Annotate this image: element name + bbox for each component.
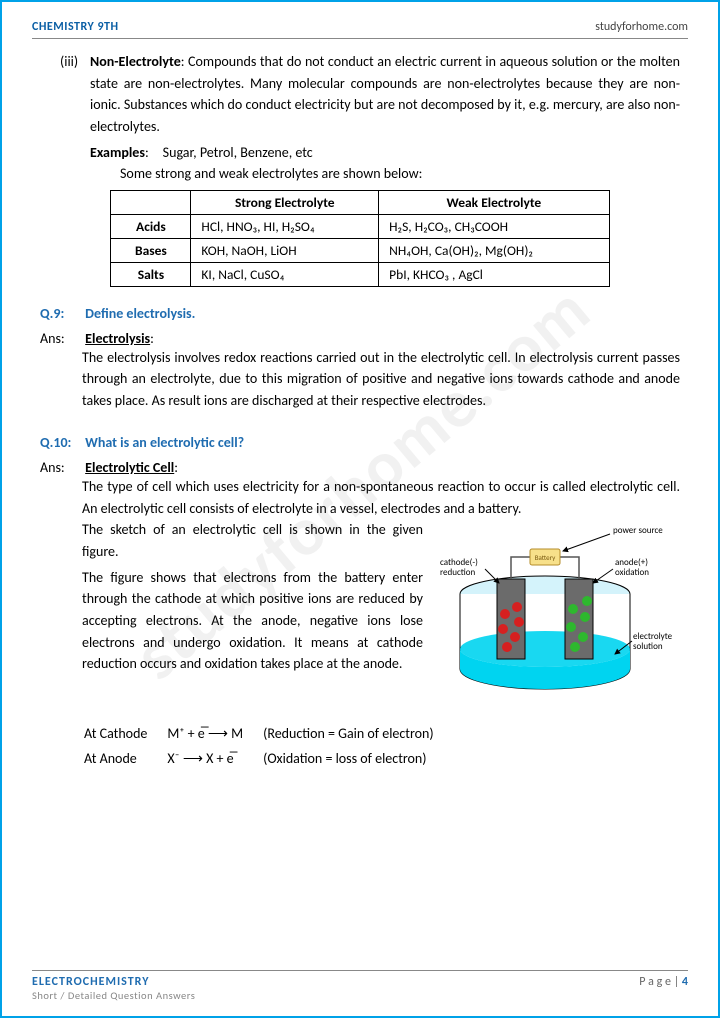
q10-ans-title: Electrolytic Cell [85, 459, 174, 476]
cell-acids-strong: HCl, HNO₃, HI, H₂SO₄ [191, 214, 379, 238]
eq-anode-label: At Anode [84, 747, 165, 770]
footer-left: ELECTROCHEMISTRY Short / Detailed Questi… [32, 975, 195, 1002]
electrolytic-cell-diagram: Battery power source cathode(-) reductio… [435, 519, 680, 704]
battery-label: Battery [535, 553, 556, 562]
row-label-salts: Salts [111, 262, 191, 286]
equation-table: At Cathode M⁺ + e̅ ⟶ M (Reduction = Gain… [82, 720, 454, 772]
row-label-bases: Bases [111, 238, 191, 262]
footer-title: ELECTROCHEMISTRY [32, 975, 195, 989]
q10-p3: The figure shows that electrons from the… [82, 567, 423, 675]
section-iii-text: Non-Electrolyte: Compounds that do not c… [90, 51, 680, 138]
table-header-weak: Weak Electrolyte [379, 190, 609, 214]
q10-p1: The type of cell which uses electricity … [82, 476, 680, 519]
page: studyforhome.com CHEMISTRY 9TH studyforh… [0, 0, 720, 1018]
q10-two-column: The sketch of an electrolytic cell is sh… [82, 519, 680, 708]
roman-numeral: (iii) [60, 51, 90, 138]
note-line: Some strong and weak electrolytes are sh… [120, 165, 680, 182]
page-content: (iii) Non-Electrolyte: Compounds that do… [32, 51, 688, 772]
eq-anode-eq: X⁻ ⟶ X + e̅ [167, 747, 261, 770]
non-electrolyte-title: Non-Electrolyte [90, 53, 181, 70]
power-source-label: power source [613, 525, 663, 536]
solution-label-2: solution [633, 641, 663, 652]
eq-row-cathode: At Cathode M⁺ + e̅ ⟶ M (Reduction = Gain… [84, 722, 452, 745]
eq-anode-desc: (Oxidation = loss of electron) [263, 747, 452, 770]
q10-left-column: The sketch of an electrolytic cell is sh… [82, 519, 423, 708]
q10-p2: The sketch of an electrolytic cell is sh… [82, 519, 423, 562]
eq-cathode-desc: (Reduction = Gain of electron) [263, 722, 452, 745]
cell-salts-strong: KI, NaCl, CuSO₄ [191, 262, 379, 286]
q9-ans-body: The electrolysis involves redox reaction… [82, 347, 680, 412]
eq-cathode-label: At Cathode [84, 722, 165, 745]
q10-num: Q.10: [40, 434, 82, 451]
examples-label: Examples [90, 144, 145, 161]
header-site: studyforhome.com [595, 20, 688, 34]
row-label-acids: Acids [111, 214, 191, 238]
q9-num: Q.9: [40, 305, 82, 322]
page-label: P a g e | [639, 975, 682, 989]
footer-subtitle: Short / Detailed Question Answers [32, 989, 195, 1002]
cell-bases-weak: NH₄OH, Ca(OH)₂, Mg(OH)₂ [379, 238, 609, 262]
examples-line: Examples: Sugar, Petrol, Benzene, etc [90, 144, 680, 161]
q9-answer: Ans: Electrolysis: [40, 330, 680, 347]
eq-cathode-eq: M⁺ + e̅ ⟶ M [167, 722, 261, 745]
footer-right: P a g e | 4 [639, 975, 688, 1002]
q9-text: Define electrolysis. [85, 305, 195, 322]
q10-diagram-column: Battery power source cathode(-) reductio… [435, 519, 680, 708]
q10-text: What is an electrolytic cell? [85, 434, 244, 451]
colon: : [174, 459, 178, 476]
q9-ans-title: Electrolysis [85, 330, 150, 347]
table-header-blank [111, 190, 191, 214]
cell-salts-weak: PbI, KHCO₃ , AgCl [379, 262, 609, 286]
q9-ans-label: Ans: [40, 330, 82, 347]
cathode-label-2: reduction [440, 567, 476, 578]
q9-line: Q.9: Define electrolysis. [40, 305, 680, 322]
anode-label-2: oxidation [615, 567, 649, 578]
q10-answer: Ans: Electrolytic Cell: [40, 459, 680, 476]
eq-row-anode: At Anode X⁻ ⟶ X + e̅ (Oxidation = loss o… [84, 747, 452, 770]
cell-acids-weak: H₂S, H₂CO₃, CH₃COOH [379, 214, 609, 238]
examples-text: : Sugar, Petrol, Benzene, etc [145, 144, 313, 161]
table-row: Salts KI, NaCl, CuSO₄ PbI, KHCO₃ , AgCl [111, 262, 609, 286]
colon: : [150, 330, 154, 347]
section-iii: (iii) Non-Electrolyte: Compounds that do… [40, 51, 680, 138]
page-header: CHEMISTRY 9TH studyforhome.com [32, 20, 688, 39]
table-row: Acids HCl, HNO₃, HI, H₂SO₄ H₂S, H₂CO₃, C… [111, 214, 609, 238]
q10-ans-label: Ans: [40, 459, 82, 476]
page-number: 4 [682, 975, 688, 989]
header-subject: CHEMISTRY 9TH [32, 20, 119, 34]
table-header-strong: Strong Electrolyte [191, 190, 379, 214]
electrolyte-table: Strong Electrolyte Weak Electrolyte Acid… [110, 190, 609, 287]
cell-bases-strong: KOH, NaOH, LiOH [191, 238, 379, 262]
table-header-row: Strong Electrolyte Weak Electrolyte [111, 190, 609, 214]
page-footer: ELECTROCHEMISTRY Short / Detailed Questi… [32, 970, 688, 1002]
table-row: Bases KOH, NaOH, LiOH NH₄OH, Ca(OH)₂, Mg… [111, 238, 609, 262]
q10-line: Q.10: What is an electrolytic cell? [40, 434, 680, 451]
